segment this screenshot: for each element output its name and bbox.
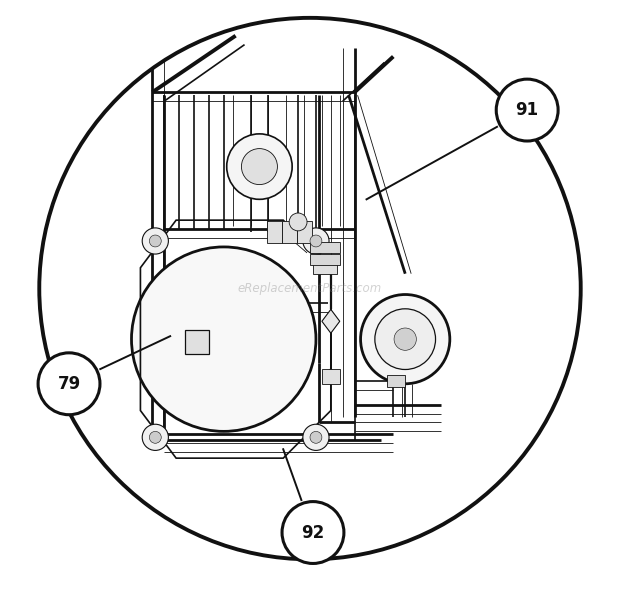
Circle shape: [149, 431, 161, 443]
Circle shape: [282, 502, 344, 563]
Circle shape: [303, 424, 329, 450]
Bar: [282, 221, 297, 243]
Bar: [185, 330, 209, 354]
Circle shape: [149, 235, 161, 247]
Circle shape: [496, 79, 558, 141]
Bar: [313, 262, 337, 274]
Bar: [322, 369, 340, 384]
Text: 91: 91: [516, 101, 539, 119]
Polygon shape: [322, 309, 340, 333]
Bar: [297, 221, 312, 243]
Circle shape: [241, 149, 277, 184]
Circle shape: [142, 424, 169, 450]
Bar: [310, 242, 340, 253]
Bar: [310, 254, 340, 265]
Text: 79: 79: [58, 375, 81, 393]
Bar: [267, 221, 282, 243]
Circle shape: [227, 134, 292, 199]
Circle shape: [38, 353, 100, 415]
Circle shape: [310, 235, 322, 247]
Circle shape: [303, 228, 329, 254]
Circle shape: [131, 247, 316, 431]
Circle shape: [310, 431, 322, 443]
Circle shape: [289, 213, 307, 231]
Bar: [388, 375, 405, 387]
Circle shape: [361, 295, 450, 384]
Circle shape: [142, 228, 169, 254]
Circle shape: [394, 328, 417, 350]
Text: eReplacementParts.com: eReplacementParts.com: [238, 282, 382, 295]
Circle shape: [375, 309, 435, 369]
Text: 92: 92: [301, 524, 325, 541]
